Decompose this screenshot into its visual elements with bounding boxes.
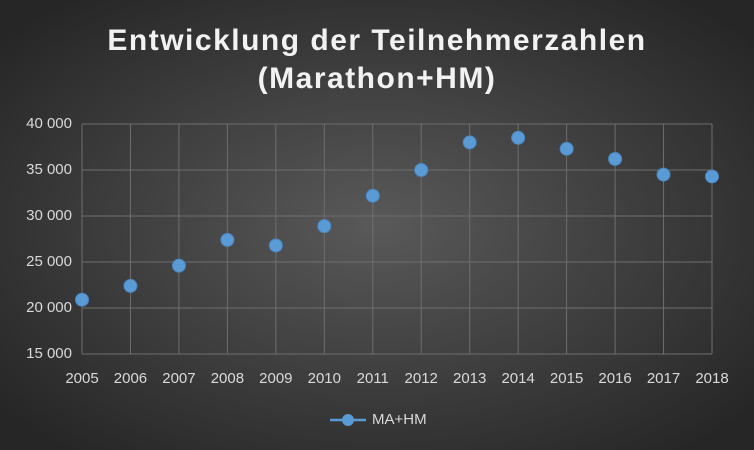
x-tick-label: 2016 bbox=[598, 370, 631, 387]
x-tick-label: 2010 bbox=[308, 370, 341, 387]
data-point bbox=[511, 130, 526, 145]
legend-label: MA+HM bbox=[372, 411, 427, 428]
y-tick-label: 20 000 bbox=[26, 299, 72, 316]
x-tick-label: 2013 bbox=[453, 370, 486, 387]
data-point bbox=[268, 238, 283, 253]
data-point bbox=[171, 258, 186, 273]
chart-title: Entwicklung der Teilnehmerzahlen bbox=[107, 24, 646, 57]
x-tick-label: 2006 bbox=[114, 370, 147, 387]
y-tick-label: 35 000 bbox=[26, 161, 72, 178]
y-tick-label: 15 000 bbox=[26, 345, 72, 362]
x-tick-label: 2012 bbox=[405, 370, 438, 387]
x-tick-label: 2015 bbox=[550, 370, 583, 387]
data-point bbox=[75, 292, 89, 307]
x-tick-label: 2008 bbox=[211, 370, 244, 387]
data-point bbox=[123, 278, 138, 293]
x-tick-label: 2014 bbox=[501, 370, 534, 387]
y-tick-label: 40 000 bbox=[26, 115, 72, 132]
data-point bbox=[705, 169, 719, 184]
y-tick-label: 30 000 bbox=[26, 207, 72, 224]
data-point bbox=[414, 163, 429, 177]
x-tick-label: 2018 bbox=[695, 370, 728, 387]
data-point bbox=[656, 167, 671, 182]
chart-title: (Marathon+HM) bbox=[258, 62, 497, 95]
data-point bbox=[462, 135, 477, 150]
data-point bbox=[559, 141, 574, 156]
data-point bbox=[608, 151, 623, 166]
x-tick-label: 2017 bbox=[647, 370, 680, 387]
data-point bbox=[220, 232, 235, 247]
legend-marker bbox=[342, 414, 354, 426]
x-tick-label: 2009 bbox=[259, 370, 292, 387]
data-point bbox=[317, 219, 332, 234]
x-tick-label: 2011 bbox=[357, 370, 389, 387]
y-tick-label: 25 000 bbox=[26, 253, 72, 270]
data-point bbox=[365, 188, 380, 203]
x-tick-label: 2005 bbox=[65, 370, 98, 387]
x-tick-label: 2007 bbox=[162, 370, 195, 387]
